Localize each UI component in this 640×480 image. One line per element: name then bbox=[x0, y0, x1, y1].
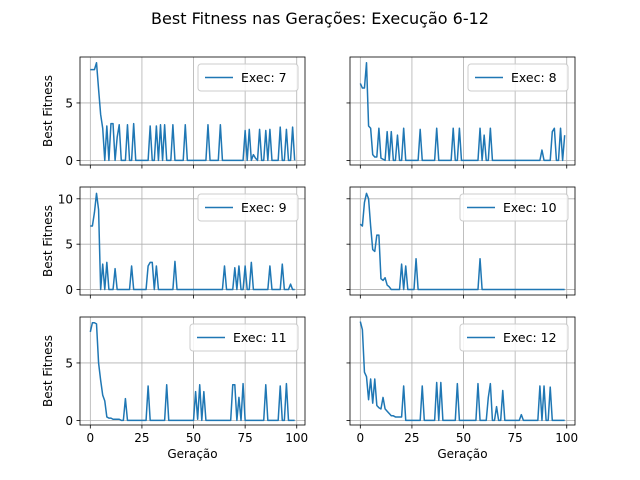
axes-frame bbox=[79, 56, 306, 166]
legend-box bbox=[467, 63, 569, 92]
series-line-exec-9 bbox=[90, 192, 295, 291]
legend-label: Exec: 12 bbox=[503, 330, 557, 345]
y-axis-label: Best Fitness bbox=[41, 75, 55, 147]
legend-box bbox=[459, 323, 569, 352]
series-line-exec-8 bbox=[359, 61, 566, 162]
subplot-5: 0 25 50 75 100 0 5 Best Fitness Geração Exec: 11 bbox=[41, 316, 308, 461]
axes-frame bbox=[349, 316, 576, 426]
x-tick-label: 25 bbox=[404, 431, 419, 445]
x-axis-label: Geração bbox=[437, 447, 487, 461]
x-tick-label: 50 bbox=[456, 431, 471, 445]
series-line-exec-7 bbox=[90, 61, 296, 162]
legend-label: Exec: 8 bbox=[511, 70, 557, 85]
subplot-2: Exec: 8 bbox=[346, 56, 576, 169]
legend-label: Exec: 11 bbox=[233, 330, 287, 345]
x-tick-label: 75 bbox=[507, 431, 522, 445]
y-tick-label: 5 bbox=[65, 96, 73, 110]
x-tick-label: 50 bbox=[186, 431, 201, 445]
legend: Exec: 7 bbox=[197, 63, 299, 92]
subplot-1: 0 5 Best Fitness Exec: 7 bbox=[41, 56, 306, 169]
legend: Exec: 12 bbox=[459, 323, 569, 352]
y-tick-label: 0 bbox=[65, 414, 73, 428]
axes-frame bbox=[79, 186, 306, 296]
x-axis-label: Geração bbox=[167, 447, 217, 461]
legend: Exec: 8 bbox=[467, 63, 569, 92]
x-tick-label: 100 bbox=[285, 431, 308, 445]
legend-box bbox=[197, 193, 299, 222]
series-line-exec-12 bbox=[359, 321, 565, 422]
legend-label: Exec: 10 bbox=[503, 200, 557, 215]
x-tick-label: 0 bbox=[357, 431, 365, 445]
legend-box bbox=[459, 193, 569, 222]
y-axis-label: Best Fitness bbox=[41, 205, 55, 277]
legend: Exec: 10 bbox=[459, 193, 569, 222]
y-tick-label: 10 bbox=[58, 192, 73, 206]
y-tick-label: 5 bbox=[65, 238, 73, 252]
series-line-exec-11 bbox=[89, 321, 295, 422]
legend-box bbox=[189, 323, 299, 352]
legend-box bbox=[197, 63, 299, 92]
y-tick-label: 5 bbox=[65, 356, 73, 370]
axes-frame bbox=[79, 316, 306, 426]
legend-label: Exec: 9 bbox=[241, 200, 287, 215]
legend: Exec: 11 bbox=[189, 323, 299, 352]
axes-frame bbox=[349, 186, 576, 296]
x-tick-label: 0 bbox=[87, 431, 95, 445]
legend-label: Exec: 7 bbox=[241, 70, 287, 85]
x-tick-label: 100 bbox=[555, 431, 578, 445]
subplot-4: Exec: 10 bbox=[346, 186, 576, 299]
y-axis-label: Best Fitness bbox=[41, 335, 55, 407]
axes-frame bbox=[349, 56, 576, 166]
subplot-6: 0 25 50 75 100 Geração Exec: 12 bbox=[346, 316, 578, 461]
legend: Exec: 9 bbox=[197, 193, 299, 222]
y-tick-label: 0 bbox=[65, 283, 73, 297]
x-tick-label: 75 bbox=[237, 431, 252, 445]
series-line-exec-10 bbox=[359, 192, 565, 291]
figure-title: Best Fitness nas Gerações: Execução 6-12 bbox=[151, 9, 489, 28]
y-tick-label: 0 bbox=[65, 154, 73, 168]
x-tick-label: 25 bbox=[134, 431, 149, 445]
